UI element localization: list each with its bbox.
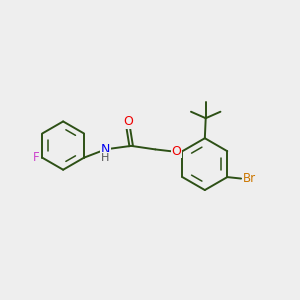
Text: O: O <box>172 145 182 158</box>
Text: O: O <box>123 115 133 128</box>
Text: H: H <box>101 153 110 163</box>
Text: F: F <box>32 151 39 164</box>
Text: N: N <box>100 143 110 156</box>
Text: Br: Br <box>242 172 256 185</box>
